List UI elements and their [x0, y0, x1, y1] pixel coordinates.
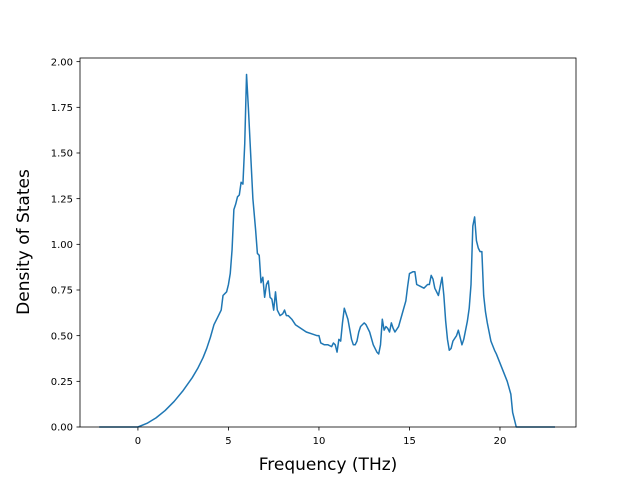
y-tick-label: 0.50 — [51, 331, 73, 342]
y-tick-label: 1.75 — [51, 103, 73, 114]
x-axis-ticks: 0 5 10 15 20 — [135, 427, 507, 447]
y-tick-label: 1.25 — [51, 194, 73, 205]
y-tick-label: 1.00 — [51, 240, 73, 251]
x-tick-label: 0 — [135, 436, 141, 447]
x-tick-label: 10 — [313, 436, 326, 447]
y-tick-label: 2.00 — [51, 57, 73, 68]
x-axis-label: Frequency (THz) — [259, 455, 398, 475]
y-tick-label: 0.75 — [51, 286, 73, 297]
x-tick-label: 15 — [403, 436, 416, 447]
plot-frame — [79, 57, 577, 428]
plot-area — [99, 73, 556, 428]
x-tick-label: 5 — [225, 436, 231, 447]
y-tick-label: 0.25 — [51, 377, 73, 388]
dos-series-line — [99, 73, 556, 428]
y-tick-label: 0.00 — [51, 423, 73, 434]
y-tick-label: 1.50 — [51, 149, 73, 160]
y-axis-label: Density of States — [14, 169, 34, 315]
x-tick-label: 20 — [494, 436, 507, 447]
y-axis-ticks: 0.00 0.25 0.50 0.75 1.00 1.25 1.50 1.75 2.00 — [51, 57, 80, 434]
